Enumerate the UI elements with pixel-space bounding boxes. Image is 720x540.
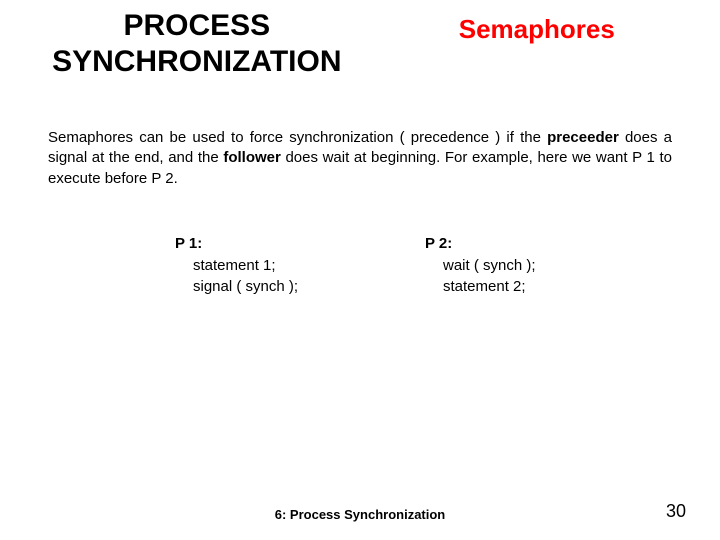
- main-title: PROCESS SYNCHRONIZATION: [20, 8, 374, 80]
- code-p2-line1: wait ( synch );: [425, 255, 625, 277]
- body-bold-follower: follower: [223, 149, 281, 166]
- body-paragraph: Semaphores can be used to force synchron…: [0, 80, 720, 189]
- sub-title: Semaphores: [374, 8, 700, 80]
- code-block-p1: P 1: statement 1; signal ( synch );: [175, 233, 425, 298]
- footer-chapter: 6: Process Synchronization: [0, 507, 720, 522]
- code-block-p2: P 2: wait ( synch ); statement 2;: [425, 233, 625, 298]
- code-p1-header: P 1:: [175, 233, 425, 255]
- body-text-prefix: Semaphores can be used to force synchron…: [48, 129, 547, 146]
- code-section: P 1: statement 1; signal ( synch ); P 2:…: [0, 189, 720, 298]
- slide-footer: 6: Process Synchronization 30: [0, 507, 720, 522]
- code-p2-header: P 2:: [425, 233, 625, 255]
- code-p2-line2: statement 2;: [425, 276, 625, 298]
- footer-page-number: 30: [666, 501, 686, 522]
- slide-header: PROCESS SYNCHRONIZATION Semaphores: [0, 0, 720, 80]
- code-p1-line1: statement 1;: [175, 255, 425, 277]
- code-p1-line2: signal ( synch );: [175, 276, 425, 298]
- body-bold-preceeder: preceeder: [547, 129, 619, 146]
